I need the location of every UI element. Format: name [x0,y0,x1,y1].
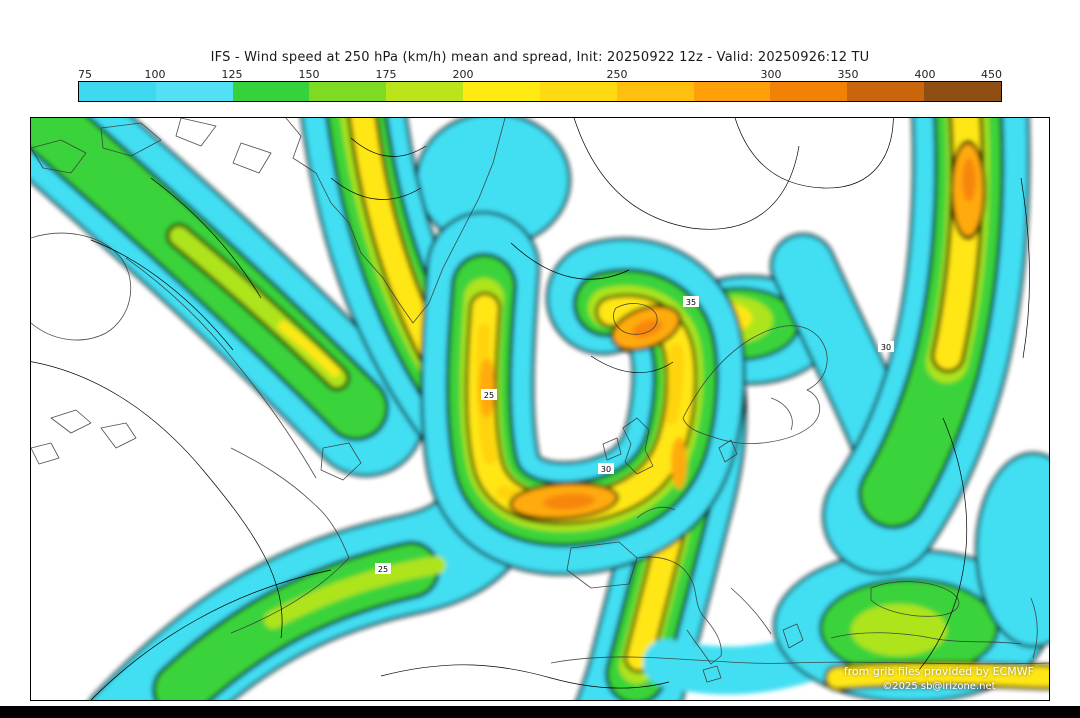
colorbar-tick: 450 [981,68,1002,81]
colorbar-segment [924,82,1001,101]
colorbar-tick: 350 [837,68,859,81]
colorbar-segment [79,82,156,101]
contour-label: 35 [683,296,699,307]
weather-map-svg: 25 30 30 25 35 [31,118,1049,700]
colorbar-segment [155,82,233,101]
map-credits: from grib files provided by ECMWF ©2025 … [844,664,1034,694]
colorbar-tick: 250 [606,68,628,81]
colorbar-segment [463,82,540,101]
colorbar-tick: 300 [760,68,782,81]
colorbar-tick: 75 [78,68,92,81]
svg-text:30: 30 [601,465,611,474]
colorbar-segment [309,82,387,101]
attribution-text: from grib files provided by ECMWF [843,665,1034,678]
colorbar-tick: 125 [221,68,243,81]
colorbar-segment [232,82,310,101]
svg-text:30: 30 [881,343,891,352]
wind-speed-fill-layer [31,118,1049,700]
contour-labels-layer: 25 30 30 25 35 [375,296,894,574]
colorbar: 75 100 125 150 175 200 250 300 350 400 4… [78,68,1002,106]
contour-label: 25 [375,563,391,574]
colorbar-segment [386,82,464,101]
svg-text:25: 25 [484,391,494,400]
spread-contour-layer [31,118,1030,700]
contour-label: 25 [481,389,497,400]
copyright-text: ©2025 sb@irizone.net [882,680,996,692]
colorbar-segment [847,82,925,101]
colorbar-tick: 400 [914,68,936,81]
colorbar-segment [539,82,617,101]
colorbar-segment [616,82,694,101]
coastline-layer [31,118,1049,683]
bottom-bar [0,706,1080,718]
chart-title: IFS - Wind speed at 250 hPa (km/h) mean … [210,50,870,65]
svg-text:25: 25 [378,565,388,574]
colorbar-segment [770,82,848,101]
colorbar-ticks: 75 100 125 150 175 200 250 300 350 400 4… [78,68,1002,81]
weather-map: 25 30 30 25 35 [30,117,1050,701]
contour-label: 30 [598,463,614,474]
svg-text:35: 35 [686,298,696,307]
contour-label: 30 [878,341,894,352]
colorbar-tick: 175 [375,68,397,81]
colorbar-scale [78,81,1002,102]
colorbar-tick: 200 [452,68,474,81]
colorbar-tick: 100 [144,68,166,81]
colorbar-segment [693,82,771,101]
colorbar-tick: 150 [298,68,320,81]
